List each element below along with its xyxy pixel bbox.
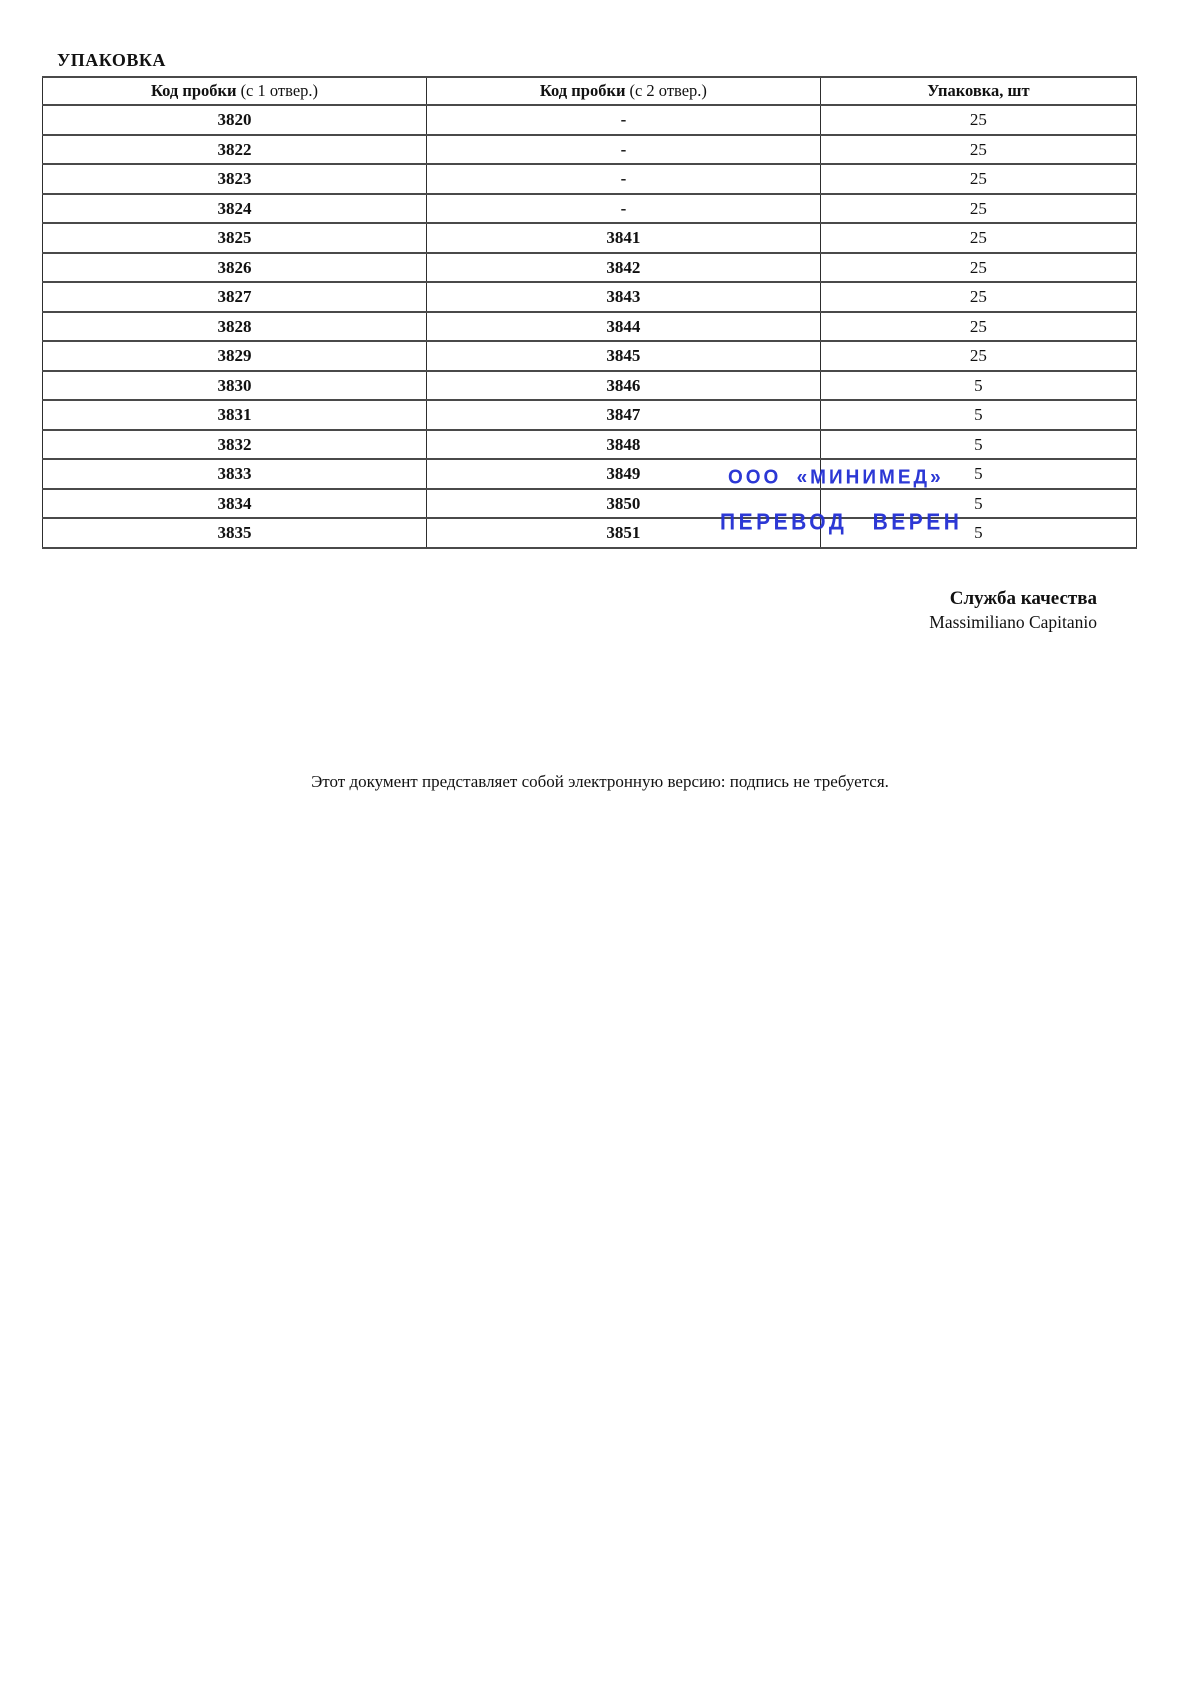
packaging-table: Код пробки (с 1 отвер.) Код пробки (с 2 от…: [42, 76, 1138, 549]
translation-correct-stamp: ПЕРЕВОД ВЕРЕН: [720, 510, 963, 535]
table-cell: 3831: [42, 399, 427, 431]
table-row: 3826 3842 25: [42, 251, 1138, 283]
table-header-row: Код пробки (с 1 отвер.) Код пробки (с 2 от…: [42, 76, 1138, 106]
table-cell: -: [425, 133, 821, 165]
table-cell: 3848: [425, 428, 821, 460]
table-cell: -: [425, 104, 821, 136]
table-row: 3829 3845 25: [42, 340, 1138, 372]
table-cell: 3832: [42, 428, 427, 460]
company-stamp: ООО «МИНИМЕД»: [728, 466, 944, 489]
table-row: 3832 3848 5: [42, 428, 1138, 460]
table-cell: 25: [819, 104, 1138, 136]
table-cell: 3835: [42, 517, 427, 549]
header-label-normal: (с 2 отвер.): [629, 80, 707, 100]
signature-block: Служба качества Massimiliano Capitanio: [929, 588, 1097, 634]
table-cell: 3834: [42, 487, 427, 519]
table-row: 3825 3841 25: [42, 222, 1138, 254]
table-row: 3833 3849 5: [42, 458, 1138, 490]
header-label-bold: Код пробки: [150, 80, 237, 100]
table-cell: 5: [819, 458, 1138, 490]
header-label-normal: (с 1 отвер.): [240, 80, 319, 100]
header-label-bold: Упаковка, шт: [927, 80, 1030, 100]
table-cell: 3842: [425, 251, 821, 283]
table-cell: 3827: [42, 281, 427, 313]
table-cell: 3845: [425, 340, 821, 372]
table-cell: 5: [819, 369, 1138, 401]
table-cell: 3825: [42, 222, 427, 254]
table-row: 3822-25: [42, 133, 1138, 165]
table-cell: 5: [819, 399, 1138, 431]
table-cell: 3851: [425, 517, 821, 549]
table-row: 3834 3850 5: [42, 487, 1138, 519]
table-row: 3835 3851 5: [42, 517, 1138, 549]
table-body: 3820-25 3822-25 3823-25 3824-25 3825 3841 25 38…: [42, 104, 1138, 549]
table-cell: 3820: [42, 104, 427, 136]
table-row: 3820-25: [42, 104, 1138, 136]
page-title: УПАКОВКА: [57, 50, 166, 70]
header-cell-pack-qty: Упаковка, шт: [819, 76, 1138, 106]
table-cell: 25: [819, 222, 1138, 254]
table-row: 3830 3846 5: [42, 369, 1138, 401]
signature-title: Служба качества: [949, 588, 1097, 609]
table-cell: 5: [819, 517, 1138, 549]
table-cell: 3830: [42, 369, 427, 401]
table-row: 3831 3847 5: [42, 399, 1138, 431]
table-cell: -: [425, 192, 821, 224]
header-cell-code-2hole: Код пробки (с 2 отвер.): [425, 76, 821, 106]
table-cell: 3828: [42, 310, 427, 342]
table-cell: 25: [819, 133, 1138, 165]
signature-name: Massimiliano Capitanio: [929, 611, 1097, 632]
footer-note: Этот документ представляет собой электро…: [311, 772, 889, 791]
table-cell: 25: [819, 310, 1138, 342]
table-cell: -: [425, 163, 821, 195]
table-cell: 3844: [425, 310, 821, 342]
table-cell: 3847: [425, 399, 821, 431]
table-cell: 3829: [42, 340, 427, 372]
table-cell: 3824: [42, 192, 427, 224]
table-cell: 25: [819, 340, 1138, 372]
table-cell: 3826: [42, 251, 427, 283]
table-row: 3828 3844 25: [42, 310, 1138, 342]
table-cell: 25: [819, 163, 1138, 195]
table-cell: 25: [819, 281, 1138, 313]
table-row: 3823-25: [42, 163, 1138, 195]
table-cell: 3823: [42, 163, 427, 195]
table-cell: 3822: [42, 133, 427, 165]
table-cell: 25: [819, 251, 1138, 283]
table-cell: 3846: [425, 369, 821, 401]
table-cell: 3843: [425, 281, 821, 313]
header-label-bold: Код пробки: [539, 80, 626, 100]
table-row: 3827 3843 25: [42, 281, 1138, 313]
table-cell: 5: [819, 428, 1138, 460]
table-cell: 25: [819, 192, 1138, 224]
table-row: 3824-25: [42, 192, 1138, 224]
table-cell: 3841: [425, 222, 821, 254]
table-cell: 3833: [42, 458, 427, 490]
header-cell-code-1hole: Код пробки (с 1 отвер.): [42, 76, 427, 106]
